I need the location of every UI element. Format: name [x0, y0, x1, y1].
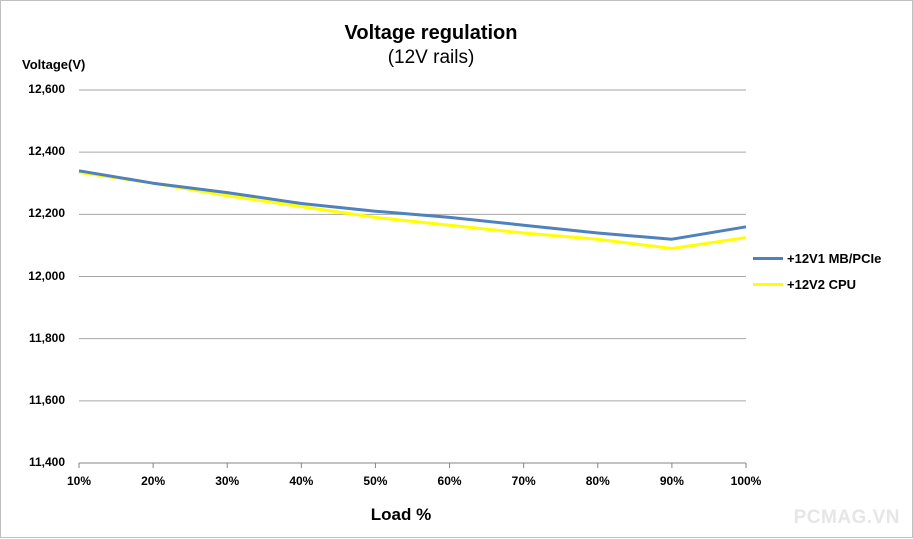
x-tick-label: 60% — [437, 474, 462, 488]
series-line-12v2 — [78, 170, 747, 250]
y-tick-label: 11,600 — [28, 392, 65, 407]
x-tick-label: 40% — [289, 474, 314, 488]
x-tick-label: 90% — [659, 474, 684, 488]
chart-title: Voltage regulation — [344, 22, 518, 44]
x-tick-label: 10% — [66, 474, 92, 488]
legend-label-12v2: +12V2 CPU — [787, 276, 857, 292]
x-tick-label: 50% — [363, 474, 388, 488]
y-tick-label: 11,400 — [28, 455, 65, 469]
y-tick-label: 12,600 — [28, 82, 65, 96]
x-tick-label: 20% — [141, 474, 166, 488]
x-axis-label: Load % — [370, 505, 432, 524]
x-tick-label: 30% — [215, 474, 240, 488]
x-tick-label: 80% — [585, 474, 610, 488]
series-line-12v1 — [78, 169, 747, 241]
legend-swatch-12v2 — [753, 282, 783, 286]
legend: +12V1 MB/PCIe +12V2 CPU — [753, 245, 881, 297]
y-tick-label: 12,000 — [28, 268, 65, 283]
legend-label-12v1: +12V1 MB/PCIe — [787, 250, 882, 266]
x-tick-label: 70% — [511, 474, 536, 488]
y-tick-label: 12,200 — [28, 206, 65, 221]
legend-item-12v1: +12V1 MB/PCIe — [753, 245, 881, 271]
legend-swatch-12v1 — [753, 256, 783, 260]
legend-item-12v2: +12V2 CPU — [753, 271, 881, 297]
chart-subtitle: (12V rails) — [387, 47, 475, 68]
x-tick-label: 100% — [730, 474, 762, 488]
y-tick-label: 11,800 — [28, 330, 65, 345]
y-axis-label: Voltage(V) — [22, 57, 86, 72]
y-tick-label: 12,400 — [28, 144, 65, 159]
watermark: PCMAG.VN — [793, 507, 900, 528]
